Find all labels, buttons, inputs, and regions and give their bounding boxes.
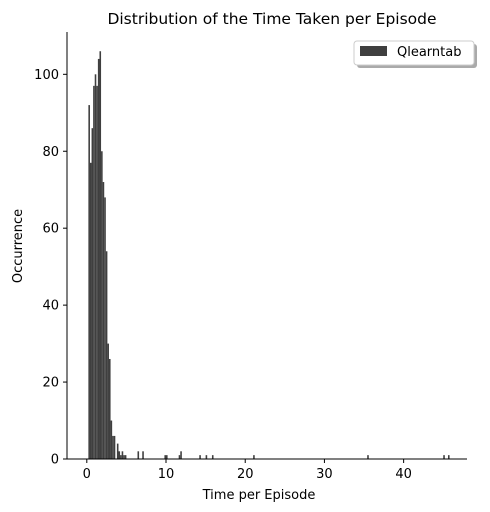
histogram-bar <box>367 455 369 459</box>
histogram-bar <box>199 455 201 459</box>
histogram-bar <box>96 85 98 459</box>
y-tick-label: 100 <box>34 68 59 83</box>
histogram-bar <box>110 420 113 459</box>
y-tick-label: 80 <box>42 145 59 160</box>
x-tick-label: 10 <box>158 467 175 482</box>
histogram-bar <box>120 455 122 459</box>
histogram-bar <box>164 455 167 459</box>
x-ticks: 0 10 20 30 40 <box>83 459 412 482</box>
legend: Qlearntab <box>353 40 477 68</box>
histogram-bar <box>447 455 450 459</box>
y-tick-label: 0 <box>51 453 59 468</box>
histogram-bar <box>88 105 90 459</box>
histogram-bar <box>443 455 445 459</box>
axes-group <box>66 32 467 460</box>
histogram-bar <box>112 435 114 459</box>
y-tick-label: 20 <box>42 376 59 391</box>
x-tick-label: 20 <box>237 467 254 482</box>
histogram-bar <box>113 435 116 459</box>
y-tick-label: 40 <box>42 299 59 314</box>
histogram-bar <box>102 182 105 459</box>
histogram-bar <box>99 51 102 460</box>
histogram-bar <box>107 343 109 459</box>
histogram-bar <box>118 451 121 459</box>
histogram-bar <box>108 358 111 459</box>
histogram-bar <box>91 128 94 459</box>
histogram-bar <box>137 451 140 459</box>
bars-group <box>88 51 450 460</box>
histogram-bar <box>97 58 100 460</box>
histogram-bar <box>142 451 144 459</box>
histogram-bar <box>93 85 95 459</box>
histogram-bar <box>178 455 181 459</box>
y-ticks: 0 20 40 60 80 100 <box>34 68 67 468</box>
legend-label: Qlearntab <box>397 45 461 60</box>
histogram-bar <box>94 74 97 460</box>
histogram-bar <box>101 151 103 459</box>
histogram-bar <box>116 443 119 459</box>
histogram-bar <box>180 451 182 459</box>
histogram-bar <box>166 455 168 459</box>
chart-title: Distribution of the Time Taken per Episo… <box>107 10 436 28</box>
legend-swatch <box>360 46 387 56</box>
histogram-bar <box>123 455 125 459</box>
y-tick-label: 60 <box>42 222 59 237</box>
histogram-bar <box>124 455 127 459</box>
x-axis-label: Time per Episode <box>202 488 316 503</box>
x-tick-label: 40 <box>395 467 412 482</box>
histogram-bar <box>205 455 208 459</box>
histogram-bar <box>121 451 124 459</box>
y-axis-label: Occurrence <box>11 209 26 283</box>
histogram-bar <box>104 197 106 459</box>
histogram-bar <box>89 162 92 459</box>
x-tick-label: 30 <box>316 467 333 482</box>
histogram-bar <box>211 455 214 459</box>
x-tick-label: 0 <box>83 467 91 482</box>
histogram-bar <box>253 455 255 459</box>
histogram-bar <box>105 251 108 459</box>
